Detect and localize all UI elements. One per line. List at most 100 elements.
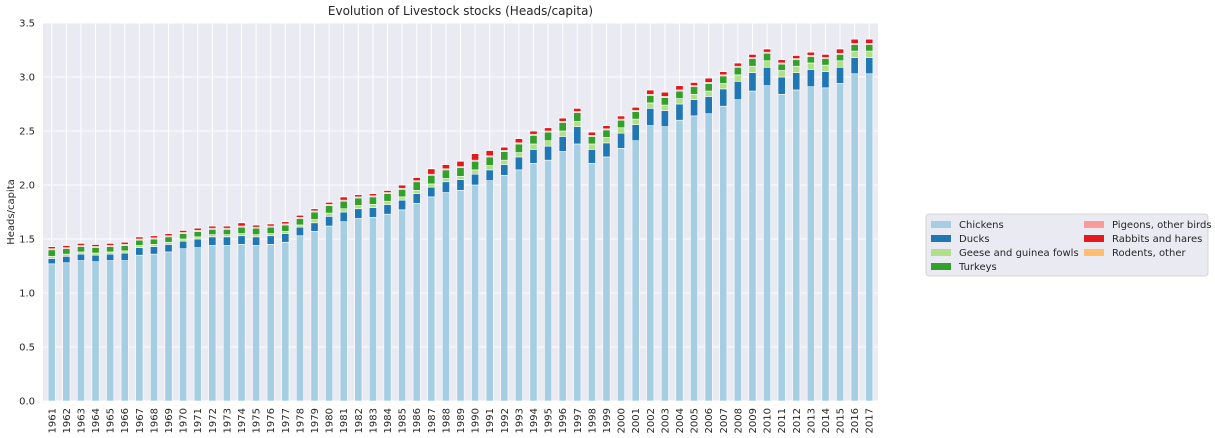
- bar-segment: [252, 245, 261, 402]
- bar-segment: [120, 260, 129, 402]
- x-tick-label: 1961: [47, 408, 58, 433]
- bar-segment: [427, 196, 436, 402]
- bar-segment: [325, 216, 334, 227]
- legend: Chickens Ducks Geese and guinea fowls Turke…: [925, 213, 1212, 277]
- x-tick-label: 1981: [339, 408, 350, 433]
- bar-segment: [149, 253, 158, 402]
- bar-segment: [850, 73, 859, 402]
- bar-segment: [529, 163, 538, 402]
- bar-segment: [368, 204, 377, 208]
- bar-segment: [558, 117, 567, 122]
- legend-item: Pigeons, other birds: [1084, 220, 1212, 231]
- x-tick-label: 1980: [325, 408, 336, 433]
- bar-segment: [806, 51, 815, 56]
- bar-segment: [792, 59, 801, 67]
- bar-segment: [368, 196, 377, 205]
- x-tick-label: 2015: [836, 408, 847, 433]
- x-tick-label: 1982: [354, 408, 365, 433]
- bar-segment: [47, 249, 56, 257]
- bar-segment: [295, 224, 304, 228]
- bar-segment: [471, 160, 480, 171]
- bar-segment: [514, 156, 523, 171]
- bar-segment: [836, 66, 844, 84]
- bar-segment: [398, 196, 407, 201]
- bar-segment: [208, 228, 217, 235]
- bar-segment: [500, 174, 509, 402]
- bar-segment: [587, 163, 596, 402]
- bar-segment: [222, 225, 231, 229]
- bar-segment: [748, 54, 757, 58]
- bar-segment: [120, 245, 129, 252]
- bar-segment: [208, 234, 217, 238]
- bar-segment: [660, 110, 669, 127]
- bar-segment: [777, 93, 786, 402]
- bar-segment: [310, 219, 319, 224]
- bar-segment: [544, 145, 553, 161]
- bar-segment: [281, 233, 290, 243]
- bar-segment: [485, 150, 494, 157]
- bar-segment: [106, 246, 115, 253]
- x-tick-label: 1990: [471, 408, 482, 433]
- bar-segment: [252, 236, 261, 246]
- bar-segment: [325, 201, 334, 205]
- bar-segment: [77, 253, 85, 261]
- bar-segment: [471, 184, 480, 402]
- bar-segment: [558, 130, 567, 137]
- bar-segment: [763, 60, 772, 68]
- legend-item: Rodents, other: [1084, 248, 1186, 259]
- bar-segment: [617, 132, 626, 149]
- bar-segment: [456, 190, 465, 402]
- bar-segment: [631, 111, 640, 120]
- bar-segment: [77, 246, 85, 253]
- bar-segment: [310, 208, 319, 212]
- bar-segment: [617, 147, 626, 402]
- bar-segment: [704, 77, 713, 83]
- bar-segment: [354, 208, 363, 219]
- bar-segment: [47, 246, 56, 250]
- bar-segment: [193, 236, 202, 240]
- x-tick-label: 1993: [514, 408, 525, 433]
- bar-segment: [675, 85, 684, 91]
- x-tick-label: 1997: [573, 408, 584, 433]
- bar-segment: [164, 251, 173, 402]
- bar-segment: [456, 179, 465, 191]
- bar-segment: [587, 131, 596, 136]
- bar-segment: [821, 71, 830, 89]
- bar-segment: [631, 124, 640, 142]
- bar-segment: [690, 86, 699, 95]
- bar-segment: [646, 125, 655, 402]
- bar-segment: [164, 241, 173, 245]
- bar-segment: [675, 98, 684, 105]
- bar-segment: [485, 156, 494, 166]
- bar-segment: [471, 153, 480, 161]
- bar-segment: [821, 58, 830, 66]
- x-tick-label: 2010: [763, 408, 774, 433]
- bar-segment: [339, 200, 348, 210]
- bar-segment: [208, 225, 217, 229]
- bar-segment: [398, 209, 407, 402]
- bar-segment: [281, 224, 290, 232]
- bar-segment: [529, 135, 538, 145]
- bar-segment: [441, 178, 450, 183]
- bar-segment: [179, 233, 188, 240]
- bar-segment: [193, 231, 202, 238]
- bar-segment: [821, 64, 830, 72]
- bar-segment: [179, 238, 188, 242]
- bar-segment: [646, 102, 655, 109]
- bar-segment: [412, 203, 421, 402]
- bar-segment: [164, 236, 173, 243]
- x-tick-label: 1996: [558, 408, 569, 433]
- bar-segment: [558, 136, 567, 152]
- bar-segment: [806, 86, 815, 402]
- legend-item: Rabbits and hares: [1084, 234, 1202, 245]
- bar-segment: [500, 159, 509, 165]
- bar-segment: [500, 164, 509, 176]
- bar-segment: [179, 230, 188, 233]
- bar-segment: [325, 212, 334, 217]
- bar-segment: [237, 226, 246, 234]
- x-tick-label: 2011: [777, 408, 788, 433]
- x-tick-label: 1975: [252, 408, 263, 433]
- legend-swatch: [1084, 249, 1104, 256]
- bar-segment: [120, 241, 129, 245]
